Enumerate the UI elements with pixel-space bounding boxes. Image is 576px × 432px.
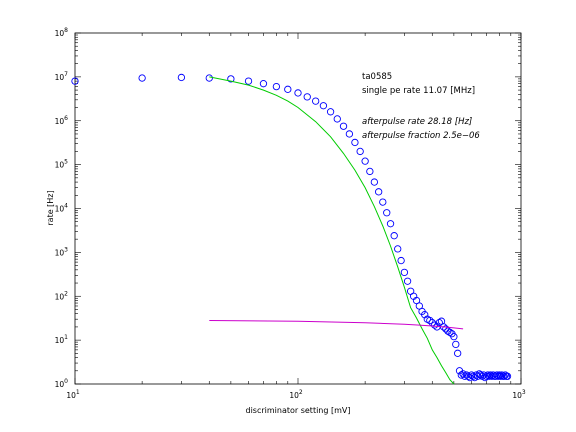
fit-line-2 <box>209 320 464 330</box>
y-tick-label-exponent: 1 <box>64 334 68 341</box>
data-point <box>426 316 434 325</box>
data-point <box>272 82 281 91</box>
data-point <box>457 371 465 379</box>
data-point <box>294 89 302 97</box>
x-axis-label: discriminator setting [mV] <box>245 406 350 415</box>
data-point <box>397 256 405 265</box>
data-point <box>227 75 235 83</box>
annotation-line-4: afterpulse fraction 2.5e−06 <box>362 131 480 141</box>
data-point <box>450 333 458 341</box>
x-tick-label: 101 <box>66 389 80 400</box>
y-tick-label: 106 <box>55 115 69 126</box>
fit-line-1 <box>209 76 455 385</box>
y-tick-label-exponent: 8 <box>64 27 68 34</box>
data-point <box>356 147 364 156</box>
annotation-line-2: single pe rate 11.07 [MHz] <box>362 86 475 96</box>
data-point <box>351 138 359 147</box>
data-point <box>500 372 508 380</box>
data-point <box>312 97 320 105</box>
data-point <box>303 93 311 101</box>
data-point <box>435 319 443 327</box>
data-point <box>177 73 186 82</box>
data-point <box>482 372 491 380</box>
y-tick-label-exponent: 5 <box>64 159 68 166</box>
data-point <box>205 74 213 82</box>
data-point <box>446 328 454 337</box>
data-point <box>71 77 79 85</box>
data-point <box>284 85 292 93</box>
y-tick-label: 104 <box>55 203 69 214</box>
annotation-line-3: afterpulse rate 28.18 [Hz] <box>362 117 472 127</box>
data-point <box>454 349 462 357</box>
data-point <box>319 102 328 110</box>
y-tick-label-exponent: 6 <box>64 115 68 122</box>
y-tick-label-exponent: 4 <box>64 203 68 210</box>
y-tick-label-exponent: 2 <box>64 290 68 297</box>
y-tick-label: 100 <box>55 378 69 389</box>
y-tick-label: 107 <box>55 71 69 82</box>
data-point <box>496 372 505 380</box>
data-point <box>461 372 469 380</box>
data-point <box>477 371 485 379</box>
data-point <box>259 80 268 88</box>
x-tick-label-exponent: 3 <box>522 389 526 396</box>
data-point <box>138 74 146 82</box>
y-tick-label: 103 <box>55 246 69 257</box>
data-point <box>339 122 348 130</box>
y-tick-label: 105 <box>55 159 69 170</box>
data-point <box>375 188 383 196</box>
annotation-line-1: ta0585 <box>362 72 392 82</box>
x-tick-label-exponent: 1 <box>76 389 80 396</box>
annotation-block: ta0585 single pe rate 11.07 [MHz] afterp… <box>362 72 480 141</box>
data-point <box>503 372 512 380</box>
data-point <box>403 277 412 285</box>
data-point <box>361 157 369 165</box>
y-tick-label: 101 <box>55 334 69 345</box>
data-point <box>400 268 409 277</box>
data-point <box>431 321 439 329</box>
x-tick-label: 103 <box>512 389 526 400</box>
y-tick-label-exponent: 0 <box>64 378 68 385</box>
data-point <box>366 167 374 176</box>
data-point <box>494 372 502 380</box>
y-tick-label-exponent: 7 <box>64 71 68 78</box>
data-point <box>383 209 391 217</box>
data-point <box>386 220 395 228</box>
data-point <box>394 245 402 253</box>
series-layer <box>71 73 512 385</box>
data-point <box>370 178 379 186</box>
data-point <box>345 130 354 138</box>
data-point <box>379 198 387 206</box>
y-tick-label: 108 <box>55 27 69 38</box>
x-tick-label: 102 <box>289 389 303 400</box>
data-point <box>390 232 398 240</box>
x-tick-label-exponent: 2 <box>299 389 303 396</box>
y-tick-label: 102 <box>55 290 69 301</box>
data-point <box>452 340 460 349</box>
y-axis-label: rate [Hz] <box>46 190 55 225</box>
data-point <box>333 115 341 123</box>
data-point <box>444 327 452 335</box>
data-point <box>495 371 504 379</box>
y-tick-label-exponent: 3 <box>64 246 68 253</box>
data-point <box>244 77 253 85</box>
data-point <box>469 372 477 380</box>
data-point <box>326 108 335 116</box>
